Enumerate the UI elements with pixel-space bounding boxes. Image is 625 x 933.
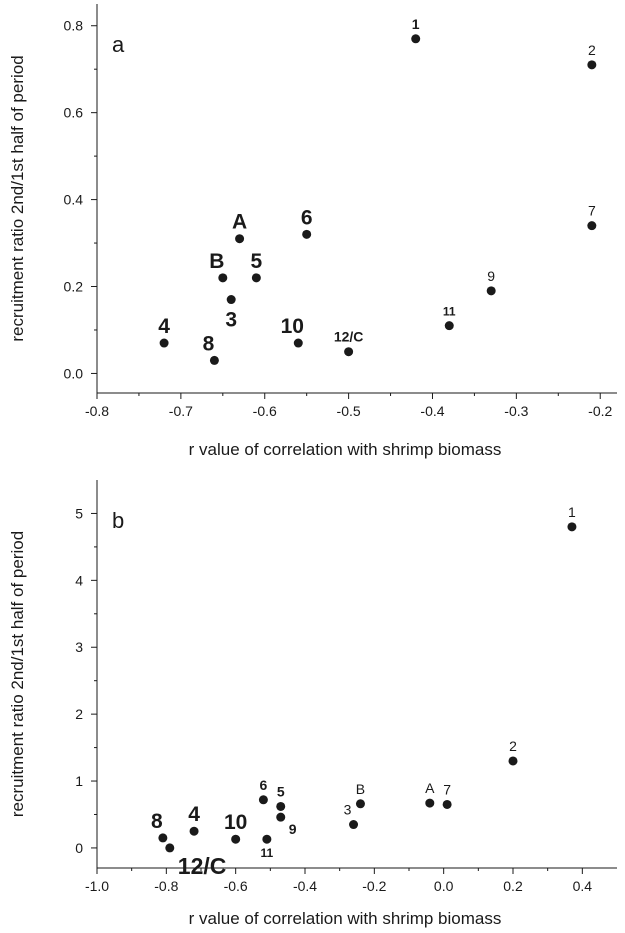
y-axis-label-a: recruitment ratio 2nd/1st half of period bbox=[8, 55, 27, 341]
data-point bbox=[218, 273, 228, 283]
point-label: 5 bbox=[251, 250, 263, 273]
data-point bbox=[276, 812, 286, 822]
point-label: 6 bbox=[301, 206, 313, 229]
x-tick-label: -0.3 bbox=[504, 403, 528, 419]
scatter-panel-b: b recruitment ratio 2nd/1st half of peri… bbox=[8, 480, 617, 928]
y-tick-label: 0.0 bbox=[64, 365, 84, 381]
x-tick-label: -0.7 bbox=[169, 403, 193, 419]
x-tick-label: -0.2 bbox=[362, 878, 386, 894]
y-tick-label: 0.2 bbox=[64, 279, 84, 295]
data-point bbox=[355, 799, 365, 809]
point-label: 9 bbox=[487, 268, 495, 284]
data-point bbox=[258, 795, 268, 805]
y-tick-label: 4 bbox=[75, 572, 83, 588]
point-label: 2 bbox=[588, 42, 596, 58]
y-tick-label: 2 bbox=[75, 706, 83, 722]
data-point bbox=[262, 834, 272, 844]
point-label: A bbox=[232, 211, 247, 234]
x-tick-label: 0.4 bbox=[573, 878, 593, 894]
data-point bbox=[159, 338, 169, 348]
data-point bbox=[587, 60, 597, 70]
point-label: 8 bbox=[203, 332, 215, 355]
point-label: 12/C bbox=[334, 329, 364, 345]
point-label: 1 bbox=[412, 16, 420, 32]
y-tick-label: 5 bbox=[75, 505, 83, 521]
x-tick-label: -0.5 bbox=[337, 403, 361, 419]
panel-label-b: b bbox=[112, 508, 124, 533]
point-label: 5 bbox=[277, 783, 285, 799]
point-label: 3 bbox=[344, 802, 352, 818]
data-point bbox=[587, 221, 597, 231]
y-tick-label: 0.8 bbox=[64, 18, 84, 34]
x-axis-label-a: r value of correlation with shrimp bioma… bbox=[189, 440, 502, 459]
y-tick-label: 3 bbox=[75, 639, 83, 655]
data-point bbox=[508, 756, 518, 766]
y-tick-label: 1 bbox=[75, 773, 83, 789]
point-label: B bbox=[209, 250, 224, 273]
point-label: 8 bbox=[151, 810, 163, 833]
point-label: 9 bbox=[289, 821, 297, 837]
data-point bbox=[231, 834, 241, 844]
data-point bbox=[276, 801, 286, 811]
x-tick-label: -0.4 bbox=[420, 403, 444, 419]
x-tick-label: -1.0 bbox=[85, 878, 109, 894]
data-point bbox=[302, 229, 312, 239]
data-point bbox=[209, 355, 219, 365]
scatter-panel-a: a recruitment ratio 2nd/1st half of peri… bbox=[8, 4, 617, 459]
point-label: 3 bbox=[225, 309, 237, 332]
point-label: B bbox=[356, 781, 365, 797]
data-point bbox=[567, 522, 577, 532]
data-point bbox=[293, 338, 303, 348]
data-point bbox=[189, 826, 199, 836]
data-point bbox=[226, 295, 236, 305]
x-tick-label: -0.2 bbox=[588, 403, 612, 419]
x-tick-label: -0.8 bbox=[154, 878, 178, 894]
point-label: A bbox=[425, 780, 435, 796]
y-tick-label: 0.4 bbox=[64, 192, 84, 208]
y-tick-label: 0.6 bbox=[64, 105, 84, 121]
x-tick-label: -0.6 bbox=[253, 403, 277, 419]
y-tick-label: 0 bbox=[75, 840, 83, 856]
data-point bbox=[425, 798, 435, 808]
point-label: 6 bbox=[260, 777, 268, 793]
panel-label-a: a bbox=[112, 32, 125, 57]
data-point bbox=[442, 799, 452, 809]
data-point bbox=[235, 234, 245, 244]
x-axis-label-b: r value of correlation with shrimp bioma… bbox=[189, 909, 502, 928]
point-label: 10 bbox=[224, 811, 247, 834]
point-label: 7 bbox=[443, 781, 451, 797]
x-tick-label: 0.2 bbox=[503, 878, 523, 894]
point-label: 11 bbox=[443, 305, 456, 319]
data-point bbox=[411, 34, 421, 44]
data-point bbox=[444, 321, 454, 331]
data-point bbox=[344, 347, 354, 357]
x-tick-label: -0.6 bbox=[224, 878, 248, 894]
point-label: 12/C bbox=[178, 853, 227, 879]
point-label: 2 bbox=[509, 738, 517, 754]
data-point bbox=[158, 833, 168, 843]
point-label: 7 bbox=[588, 203, 596, 219]
y-axis-label-b: recruitment ratio 2nd/1st half of period bbox=[8, 531, 27, 817]
point-label: 4 bbox=[188, 803, 200, 826]
point-label: 4 bbox=[158, 315, 170, 338]
point-label: 11 bbox=[261, 846, 274, 860]
x-tick-label: 0.0 bbox=[434, 878, 454, 894]
x-tick-label: -0.8 bbox=[85, 403, 109, 419]
point-label: 1 bbox=[568, 504, 576, 520]
x-tick-label: -0.4 bbox=[293, 878, 317, 894]
data-point bbox=[251, 273, 261, 283]
data-point bbox=[165, 843, 175, 853]
data-point bbox=[349, 820, 359, 830]
data-point bbox=[486, 286, 496, 296]
point-label: 10 bbox=[281, 315, 304, 338]
